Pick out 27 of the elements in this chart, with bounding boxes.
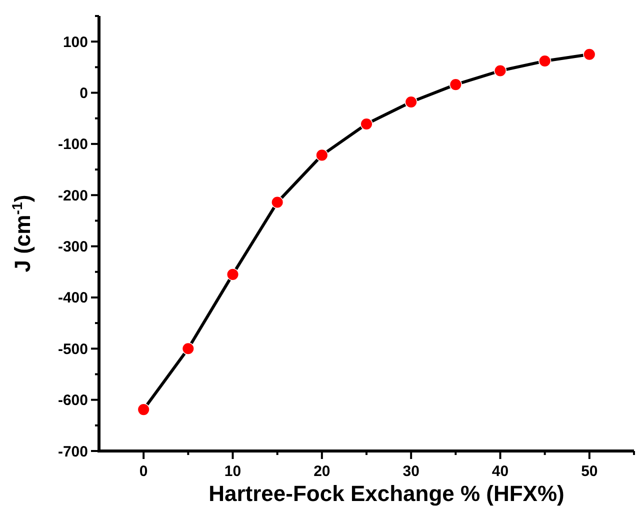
x-tick-label: 50 [581, 463, 598, 480]
y-tick-label: -500 [58, 340, 88, 358]
x-tick-label: 10 [224, 463, 242, 480]
point [538, 54, 552, 68]
y-tick-label: -200 [58, 187, 88, 204]
x-tick-label: 0 [139, 463, 148, 480]
point [316, 148, 328, 162]
point [583, 48, 596, 61]
point [360, 118, 373, 130]
y-tick-label: -600 [58, 392, 88, 410]
point [182, 342, 194, 355]
y-tick-label: -100 [58, 136, 88, 154]
y-tick-label: 0 [80, 85, 88, 102]
y-tick-label: -400 [58, 290, 88, 307]
y-tick-label: -300 [58, 238, 88, 256]
x-tick-label: 20 [314, 463, 330, 480]
point [449, 78, 462, 91]
y-tick-label: 100 [62, 34, 88, 51]
x-tick-label: 40 [492, 463, 509, 480]
point [226, 268, 240, 281]
point [494, 64, 507, 78]
x-axis-title: Hartree-Fock Exchange % (HFX%) [208, 481, 564, 506]
point [271, 196, 284, 209]
point [137, 403, 150, 416]
point [404, 96, 418, 108]
x-tick-label: 30 [402, 463, 420, 480]
y-tick-label: -700 [58, 443, 88, 460]
